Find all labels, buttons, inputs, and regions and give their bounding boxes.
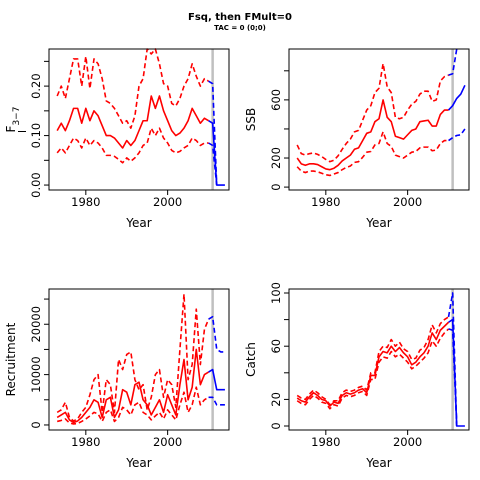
x-tick-label: 1980 — [71, 435, 100, 449]
history-upper-line — [56, 293, 210, 422]
panel-top-left: 1980 2000 0.00 0.10 0.20 Year F3−7 — [4, 48, 230, 230]
projection-lower-line — [208, 142, 218, 186]
x-tick-label: 1980 — [311, 435, 340, 449]
x-tick-label: 1980 — [71, 195, 100, 209]
plot-frame — [288, 48, 470, 191]
history-median-line — [296, 99, 449, 171]
y-tick-label: 200 — [269, 147, 283, 169]
history-lower-line — [296, 328, 450, 410]
y-tick-label: 100 — [269, 282, 283, 304]
x-tick-label: 1980 — [311, 195, 340, 209]
projection-median-line — [208, 368, 225, 391]
x-tick-label: 2000 — [153, 195, 182, 209]
x-axis-label: Year — [365, 456, 391, 470]
x-axis-label: Year — [125, 456, 151, 470]
y-axis-label: Recruitment — [4, 322, 18, 396]
y-tick-label: 20000 — [29, 306, 43, 343]
projection-upper-line — [448, 48, 458, 76]
plot-frame — [48, 48, 230, 191]
y-tick-label: 0.20 — [29, 73, 43, 99]
projection-upper-line — [447, 292, 458, 427]
projection-lower-line — [448, 328, 458, 427]
panel-bottom-right: 1980 2000 0 20 60 100 Year Catch — [244, 282, 470, 470]
y-axis-label-main: F — [4, 125, 18, 132]
panel-top-right: 1980 2000 0 200 600 Year SSB — [244, 48, 470, 230]
y-tick-label: 600 — [269, 89, 283, 111]
history-lower-line — [56, 127, 209, 164]
history-median-line — [56, 348, 209, 424]
figure-title: Fsq, then FMult=0 — [188, 12, 292, 23]
history-lower-line — [56, 386, 209, 425]
x-tick-label: 2000 — [393, 195, 422, 209]
y-tick-label: 20 — [269, 392, 283, 407]
y-tick-label: 60 — [269, 339, 283, 354]
x-tick-label: 2000 — [393, 435, 422, 449]
y-axis-label: SSB — [244, 108, 258, 131]
history-upper-line — [56, 48, 209, 129]
history-median-line — [56, 95, 209, 149]
y-axis-label-subscript: 3−7 — [12, 107, 22, 126]
history-lower-line — [296, 131, 449, 177]
x-axis-label: Year — [365, 216, 391, 230]
history-median-line — [296, 321, 450, 407]
history-upper-line — [296, 316, 449, 406]
y-tick-label: 0 — [269, 422, 283, 429]
plot-frame — [288, 288, 470, 431]
y-tick-label: 0.00 — [29, 172, 43, 198]
plot-frame — [48, 288, 230, 431]
x-axis-label: Year — [125, 216, 151, 230]
x-tick-label: 2000 — [153, 435, 182, 449]
projection-lower-line — [208, 396, 225, 406]
projection-upper-line — [208, 80, 218, 186]
y-tick-label: 0 — [269, 183, 283, 190]
projection-lower-line — [448, 128, 466, 142]
y-tick-label: 0.10 — [29, 123, 43, 149]
y-axis-label: F3−7 — [4, 107, 22, 133]
figure-subtitle: TAC = 0 (0;0) — [214, 24, 266, 32]
y-tick-label: 0 — [29, 421, 43, 428]
projection-median-line — [447, 85, 466, 111]
y-axis-label: Catch — [244, 342, 258, 377]
projection-upper-line — [208, 315, 225, 353]
y-tick-label: 10000 — [29, 356, 43, 393]
history-upper-line — [296, 62, 449, 163]
